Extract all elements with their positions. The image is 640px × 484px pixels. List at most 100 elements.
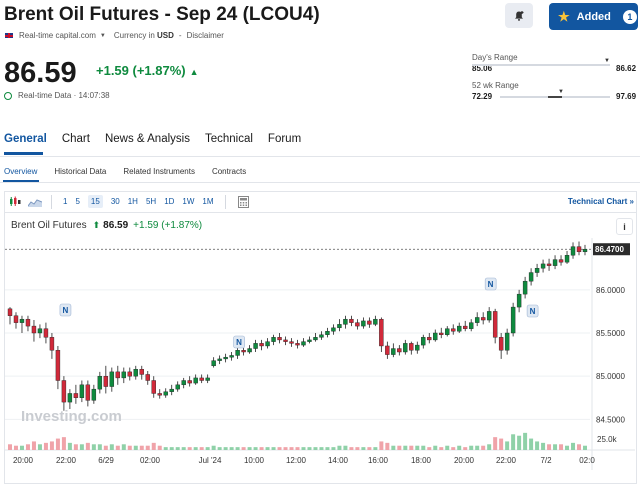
price-chart[interactable]: Investing.com N N N N 86.0000 85.5000 85.0000… [5,238,635,474]
volume-bar [319,447,324,450]
timeframe-15[interactable]: 15 [87,195,103,208]
volume-bar [235,447,240,450]
added-watchlist-button[interactable]: ★ Added 1 [549,3,638,30]
tabs-divider [0,156,640,157]
timeframe-1w[interactable]: 1W [182,197,195,206]
volume-bar [541,442,546,450]
volume-bar [265,447,270,450]
candle-body [97,375,103,390]
volume-bar [469,445,474,450]
page-title: Brent Oil Futures - Sep 24 (LCOU4) [4,4,320,25]
tab-technical[interactable]: Technical [204,133,253,145]
volume-bar [463,447,468,450]
timeframe-1h[interactable]: 1H [127,197,138,206]
volume-bar [19,445,24,450]
volume-bar [295,447,300,450]
timeframe-1[interactable]: 1 [63,197,68,206]
candle-body [403,343,408,353]
tab-chart[interactable]: Chart [61,133,90,145]
subtab-related-instruments[interactable]: Related Instruments [123,167,195,176]
candle-body [289,341,294,344]
volume-bar [253,447,258,450]
volume-bar [169,447,174,450]
candlestick-icon[interactable] [6,195,24,209]
volume-bar [103,445,108,450]
candle-body [385,345,390,355]
calculator-icon[interactable] [235,195,253,209]
volume-bar [193,447,198,450]
disclaimer-link[interactable]: Disclaimer [186,31,224,40]
timeframe-1d[interactable]: 1D [164,197,175,206]
candle-body [295,343,300,346]
tab-general[interactable]: General [4,133,47,145]
candles [7,241,588,411]
volume-bar [187,447,192,450]
wk52-range-marker-icon: ▼ [558,89,564,95]
volume-bar [451,447,456,450]
volume-bar [175,447,180,450]
create-alert-button[interactable] [505,3,533,28]
candle-body [522,280,528,295]
timeframe-5h[interactable]: 5H [145,197,157,206]
volume-bar [283,447,288,450]
volume-bar [8,444,12,450]
volume-bar [241,447,246,450]
volume-bar [67,442,72,450]
volume-bar [439,447,444,450]
volume-bar [511,434,516,450]
toolbar-divider [51,194,52,209]
volume-bar [343,445,348,450]
volume-bar [25,444,30,450]
candle-body [253,343,258,349]
volume-bar [583,445,587,450]
subtab-historical-data[interactable]: Historical Data [54,167,107,176]
info-button[interactable]: i [616,218,633,235]
volume-bar [559,444,564,450]
volume-bar [433,445,438,450]
candle-body [271,337,276,342]
candle-body [115,371,121,379]
news-marker-icon [484,277,497,291]
x-tick-label: 22:00 [56,456,77,465]
days-range-low: 85.06 [472,64,493,73]
volume-bar [139,445,144,450]
volume-bar [361,447,366,450]
x-tick-label: 02:0 [579,456,595,465]
tab-forum[interactable]: Forum [267,133,302,145]
candle-body [199,377,204,381]
y-tick-label: 85.5000 [596,329,625,338]
x-tick-label: 7/2 [540,456,552,465]
volume-bar [337,445,342,450]
y-axis: 86.0000 85.5000 85.0000 84.5000 86.4700 25.0k [591,238,630,470]
candle-body [247,348,252,353]
candle-body [265,341,270,347]
candle-body [355,322,360,327]
last-price-label-box [593,243,630,256]
subtab-contracts[interactable]: Contracts [211,167,247,176]
candle-body [546,263,552,266]
x-tick-label: 12:00 [286,456,307,465]
timeframe-1m[interactable]: 1M [202,197,214,206]
candle-body [25,318,31,327]
days-range-marker-icon: ▼ [604,58,610,64]
volume-bar [571,442,576,450]
area-chart-icon[interactable] [26,195,44,209]
x-tick-label: 10:00 [244,456,265,465]
volume-bar [229,447,234,450]
watchlist-count-badge: 1 [622,9,637,24]
volume-bar [277,447,282,450]
timeframe-30[interactable]: 30 [110,197,120,206]
tab-news-analysis[interactable]: News & Analysis [104,133,190,145]
volume-bar [475,445,480,450]
volume-bar [151,442,156,450]
wk52-range-low: 72.29 [472,92,493,101]
timeframe-5[interactable]: 5 [75,197,80,206]
price-change-value: +1.59 (+1.87%) [96,63,186,78]
volume-bar [145,445,150,450]
candle-body [421,337,426,346]
chevron-down-icon[interactable]: ▼ [99,32,106,39]
subtab-overview[interactable]: Overview [4,167,38,176]
candle-body [457,325,462,332]
technical-chart-link[interactable]: Technical Chart » [567,197,634,206]
volume-bar [127,445,132,450]
